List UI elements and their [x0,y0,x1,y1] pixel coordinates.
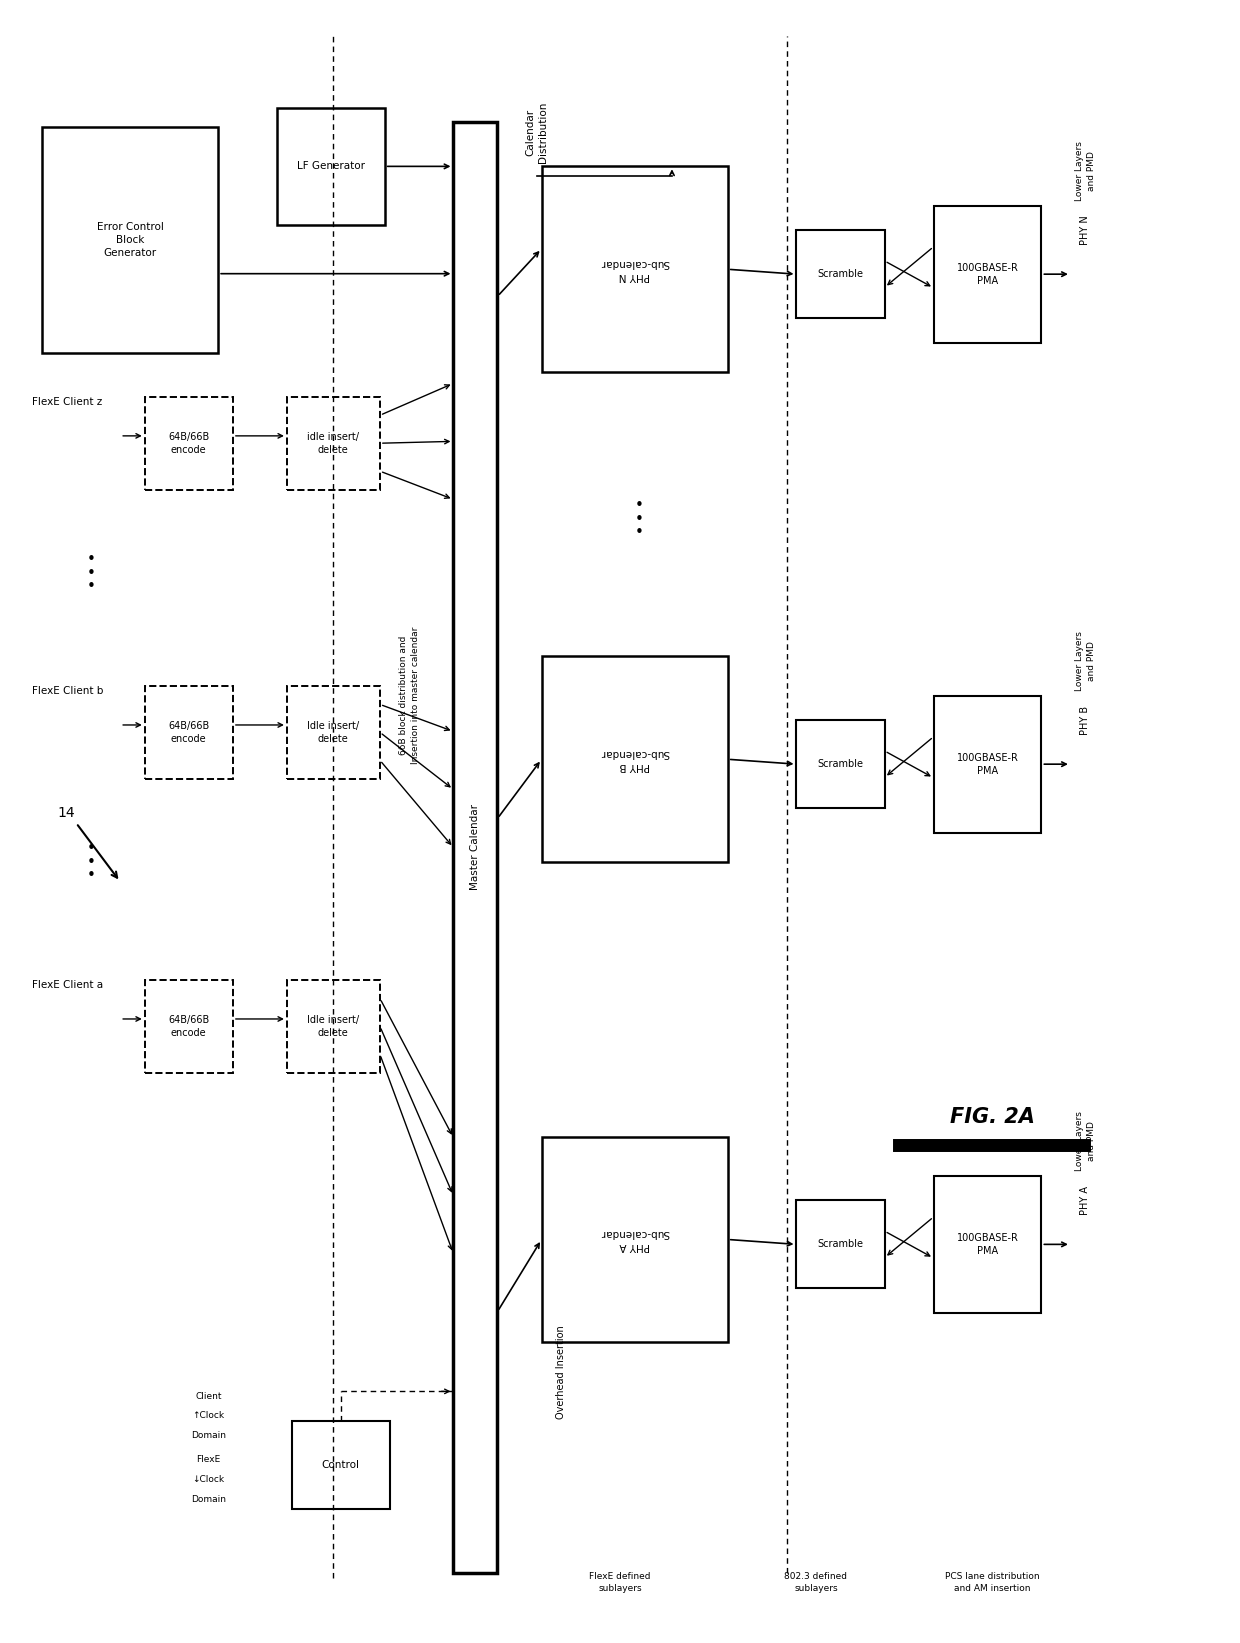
Text: 14: 14 [57,807,76,820]
Text: Idle insert/
delete: Idle insert/ delete [308,1015,360,1038]
Text: idle insert/
delete: idle insert/ delete [308,432,360,455]
Text: PCS lane distribution
and AM insertion: PCS lane distribution and AM insertion [945,1572,1039,1592]
Bar [291,1421,389,1508]
Text: Control: Control [321,1461,360,1470]
Text: PHY B: PHY B [1080,705,1090,734]
Text: 100GBASE-R
PMA: 100GBASE-R PMA [956,1232,1018,1255]
Bar [277,107,384,225]
Bar [454,122,497,1572]
Text: PHY B
Sub-calendar: PHY B Sub-calendar [600,748,670,771]
Text: PHY N
Sub-calendar: PHY N Sub-calendar [600,258,670,281]
Text: PHY N: PHY N [1080,215,1090,245]
Text: 66B block distribution and
Insertion into master calendar: 66B block distribution and Insertion int… [399,628,419,764]
Text: FIG. 2A: FIG. 2A [950,1107,1035,1127]
Text: FlexE Client a: FlexE Client a [32,979,103,989]
Text: FlexE defined
sublayers: FlexE defined sublayers [589,1572,651,1592]
Text: ↑Clock: ↑Clock [192,1411,224,1420]
Text: Scramble: Scramble [817,269,863,279]
Bar [934,205,1042,343]
Bar [796,720,884,808]
Bar [796,230,884,319]
Bar [542,1137,728,1342]
Bar [286,685,379,779]
Text: PHY A: PHY A [1080,1186,1090,1214]
Bar [894,1140,1090,1152]
Text: 64B/66B
encode: 64B/66B encode [169,1015,210,1038]
Text: LF Generator: LF Generator [296,161,365,171]
Text: Lower Layers
and PMD: Lower Layers and PMD [1075,631,1096,692]
Text: Idle insert/
delete: Idle insert/ delete [308,721,360,744]
Text: Master Calendar: Master Calendar [470,805,480,891]
Text: FlexE: FlexE [196,1456,221,1464]
Bar [796,1201,884,1288]
Text: Domain: Domain [191,1495,226,1503]
Text: Lower Layers
and PMD: Lower Layers and PMD [1075,141,1096,200]
Text: 100GBASE-R
PMA: 100GBASE-R PMA [956,263,1018,286]
Text: 100GBASE-R
PMA: 100GBASE-R PMA [956,752,1018,775]
Text: •
•
•: • • • [87,841,95,884]
Text: 64B/66B
encode: 64B/66B encode [169,721,210,744]
Text: Error Control
Block
Generator: Error Control Block Generator [97,222,164,258]
Text: Scramble: Scramble [817,759,863,769]
Bar [934,695,1042,833]
Text: Overhead Insertion: Overhead Insertion [557,1324,567,1418]
Text: FlexE Client z: FlexE Client z [32,396,102,406]
Text: 802.3 defined
sublayers: 802.3 defined sublayers [785,1572,847,1592]
Bar [145,685,233,779]
Text: Lower Layers
and PMD: Lower Layers and PMD [1075,1112,1096,1171]
Text: FlexE Client b: FlexE Client b [32,685,103,695]
Text: Domain: Domain [191,1431,226,1439]
Bar [542,166,728,373]
Bar [145,979,233,1073]
Bar [934,1176,1042,1313]
Text: PHY A
Sub-calendar: PHY A Sub-calendar [600,1227,670,1250]
Bar [145,396,233,490]
Text: •
•
•: • • • [635,498,644,541]
Text: 64B/66B
encode: 64B/66B encode [169,432,210,455]
Bar [42,127,218,353]
Bar [286,979,379,1073]
Text: Scramble: Scramble [817,1239,863,1249]
Text: Calendar
Distribution: Calendar Distribution [526,102,548,163]
Text: •
•
•: • • • [87,552,95,595]
Text: Client: Client [195,1392,222,1401]
Text: ↓Clock: ↓Clock [192,1475,224,1484]
Bar [542,656,728,863]
Bar [286,396,379,490]
